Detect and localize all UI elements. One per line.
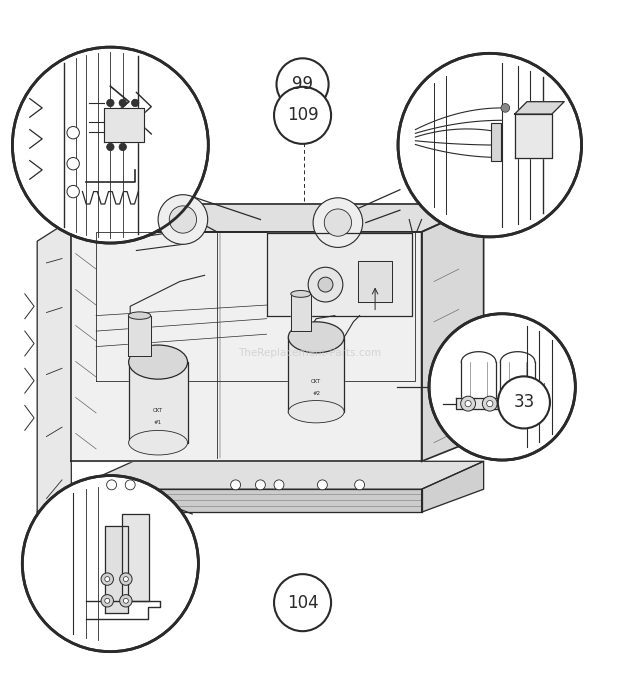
- Polygon shape: [129, 362, 187, 442]
- Circle shape: [22, 475, 198, 652]
- Polygon shape: [128, 315, 151, 356]
- Polygon shape: [288, 337, 344, 412]
- Circle shape: [12, 47, 208, 243]
- Circle shape: [120, 573, 132, 585]
- Polygon shape: [422, 461, 484, 512]
- Text: #1: #1: [154, 420, 162, 425]
- Circle shape: [501, 104, 510, 112]
- Circle shape: [318, 277, 333, 292]
- Text: μ: μ: [541, 382, 545, 388]
- Circle shape: [125, 480, 135, 490]
- Circle shape: [105, 598, 110, 603]
- Text: CKT: CKT: [311, 379, 321, 385]
- Ellipse shape: [288, 322, 344, 353]
- Circle shape: [465, 401, 471, 407]
- Polygon shape: [122, 514, 149, 601]
- Text: TheReplacement-Parts.com: TheReplacement-Parts.com: [239, 348, 381, 358]
- Polygon shape: [422, 204, 484, 461]
- Circle shape: [119, 144, 126, 150]
- Ellipse shape: [288, 401, 344, 423]
- Polygon shape: [37, 220, 71, 512]
- Circle shape: [120, 595, 132, 607]
- Circle shape: [274, 574, 331, 631]
- Circle shape: [119, 99, 126, 106]
- Circle shape: [105, 576, 110, 582]
- Circle shape: [277, 58, 329, 111]
- Polygon shape: [267, 233, 412, 315]
- Text: CKT: CKT: [153, 408, 163, 413]
- Circle shape: [398, 54, 582, 237]
- Text: #2: #2: [312, 391, 321, 396]
- Ellipse shape: [291, 291, 311, 297]
- Polygon shape: [515, 114, 552, 157]
- Bar: [491, 124, 501, 161]
- Circle shape: [274, 87, 331, 144]
- Circle shape: [67, 157, 79, 170]
- Polygon shape: [456, 398, 526, 409]
- Circle shape: [482, 396, 497, 411]
- Text: 104: 104: [286, 594, 319, 611]
- Text: 109: 109: [286, 106, 319, 124]
- Polygon shape: [105, 526, 128, 613]
- Circle shape: [231, 480, 241, 490]
- Circle shape: [504, 396, 519, 411]
- Circle shape: [169, 206, 197, 233]
- Ellipse shape: [129, 345, 187, 379]
- Polygon shape: [291, 294, 311, 331]
- Ellipse shape: [128, 312, 151, 319]
- Circle shape: [158, 194, 208, 245]
- Circle shape: [123, 598, 128, 603]
- Polygon shape: [71, 461, 484, 489]
- Circle shape: [101, 595, 113, 607]
- Circle shape: [101, 573, 113, 585]
- Circle shape: [107, 144, 114, 150]
- Circle shape: [255, 480, 265, 490]
- Text: 99: 99: [292, 76, 313, 93]
- Polygon shape: [71, 232, 422, 461]
- Circle shape: [313, 198, 363, 247]
- Polygon shape: [515, 102, 564, 114]
- Circle shape: [67, 185, 79, 198]
- Ellipse shape: [129, 431, 187, 455]
- Circle shape: [123, 576, 128, 582]
- Circle shape: [461, 396, 476, 411]
- Polygon shape: [71, 204, 484, 232]
- Circle shape: [498, 376, 550, 429]
- Circle shape: [107, 99, 114, 106]
- Circle shape: [355, 480, 365, 490]
- Circle shape: [308, 267, 343, 302]
- Circle shape: [67, 126, 79, 139]
- Circle shape: [324, 209, 352, 236]
- Polygon shape: [104, 108, 144, 142]
- Circle shape: [317, 480, 327, 490]
- Polygon shape: [71, 489, 422, 512]
- Circle shape: [274, 480, 284, 490]
- Circle shape: [487, 401, 493, 407]
- Circle shape: [508, 401, 515, 407]
- Circle shape: [131, 99, 139, 106]
- Circle shape: [107, 480, 117, 490]
- Polygon shape: [358, 261, 392, 302]
- Text: 33: 33: [513, 394, 534, 412]
- Circle shape: [429, 314, 575, 460]
